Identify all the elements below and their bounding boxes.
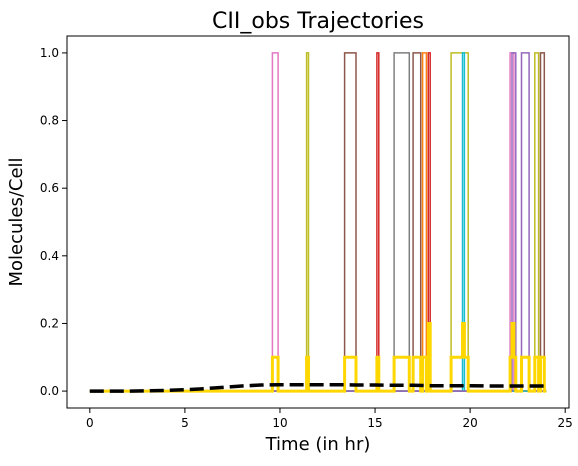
chart-title: CII_obs Trajectories — [212, 9, 424, 34]
plot-area — [67, 36, 569, 408]
x-tick-label: 25 — [558, 416, 573, 430]
y-tick-label: 0.4 — [40, 249, 59, 263]
x-tick-label: 20 — [462, 416, 477, 430]
trajectory-line — [89, 52, 547, 392]
y-axis-label: Molecules/Cell — [6, 157, 27, 286]
average-dashed-line — [89, 382, 547, 393]
x-tick-label: 5 — [181, 416, 189, 430]
axes-layer: 0 5 10 15 20 25 0.0 0.2 0.4 0.6 0.8 1.0 — [40, 35, 573, 430]
y-tick-label: 0.8 — [40, 114, 59, 128]
y-tick-label: 0.2 — [40, 316, 59, 330]
y-tick-label: 0.0 — [40, 384, 59, 398]
y-tick-label: 1.0 — [40, 46, 59, 60]
x-tick-label: 10 — [272, 416, 287, 430]
y-tick-label: 0.6 — [40, 181, 59, 195]
mean-trajectory-line — [89, 322, 547, 393]
x-axis-label: Time (in hr) — [265, 434, 371, 455]
x-tick-label: 0 — [86, 416, 94, 430]
x-tick-label: 15 — [367, 416, 382, 430]
plot-frame — [66, 35, 570, 409]
series-layer — [89, 52, 547, 393]
trajectory-line — [89, 52, 547, 392]
